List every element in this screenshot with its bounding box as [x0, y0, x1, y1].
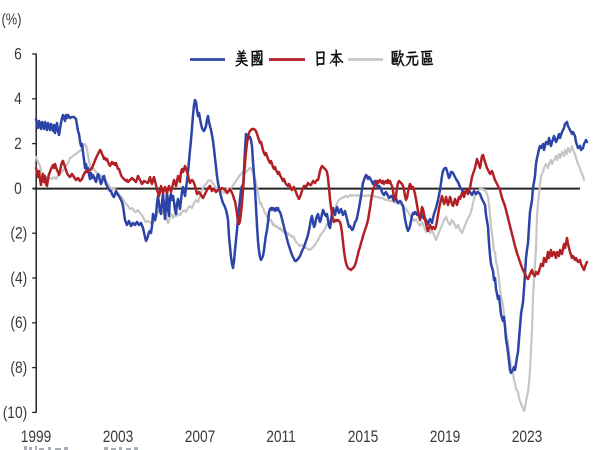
svg-text:2011: 2011	[266, 428, 296, 446]
svg-text:(10): (10)	[3, 404, 27, 422]
svg-text:(2): (2)	[10, 225, 27, 243]
svg-text:2015: 2015	[348, 428, 379, 446]
svg-text:(6): (6)	[10, 314, 27, 332]
svg-text:2: 2	[14, 135, 22, 153]
svg-text:4: 4	[14, 90, 22, 108]
svg-text:(4): (4)	[10, 269, 27, 287]
svg-text:(8): (8)	[10, 359, 27, 377]
svg-text:2019: 2019	[430, 428, 461, 446]
svg-text:0: 0	[14, 180, 22, 198]
svg-text:2003: 2003	[103, 428, 134, 446]
svg-text:2007: 2007	[185, 428, 216, 446]
svg-text:6: 6	[14, 45, 22, 63]
svg-text:2023: 2023	[512, 428, 543, 446]
svg-text:(%): (%)	[2, 11, 22, 28]
svg-text:1999: 1999	[21, 428, 52, 446]
